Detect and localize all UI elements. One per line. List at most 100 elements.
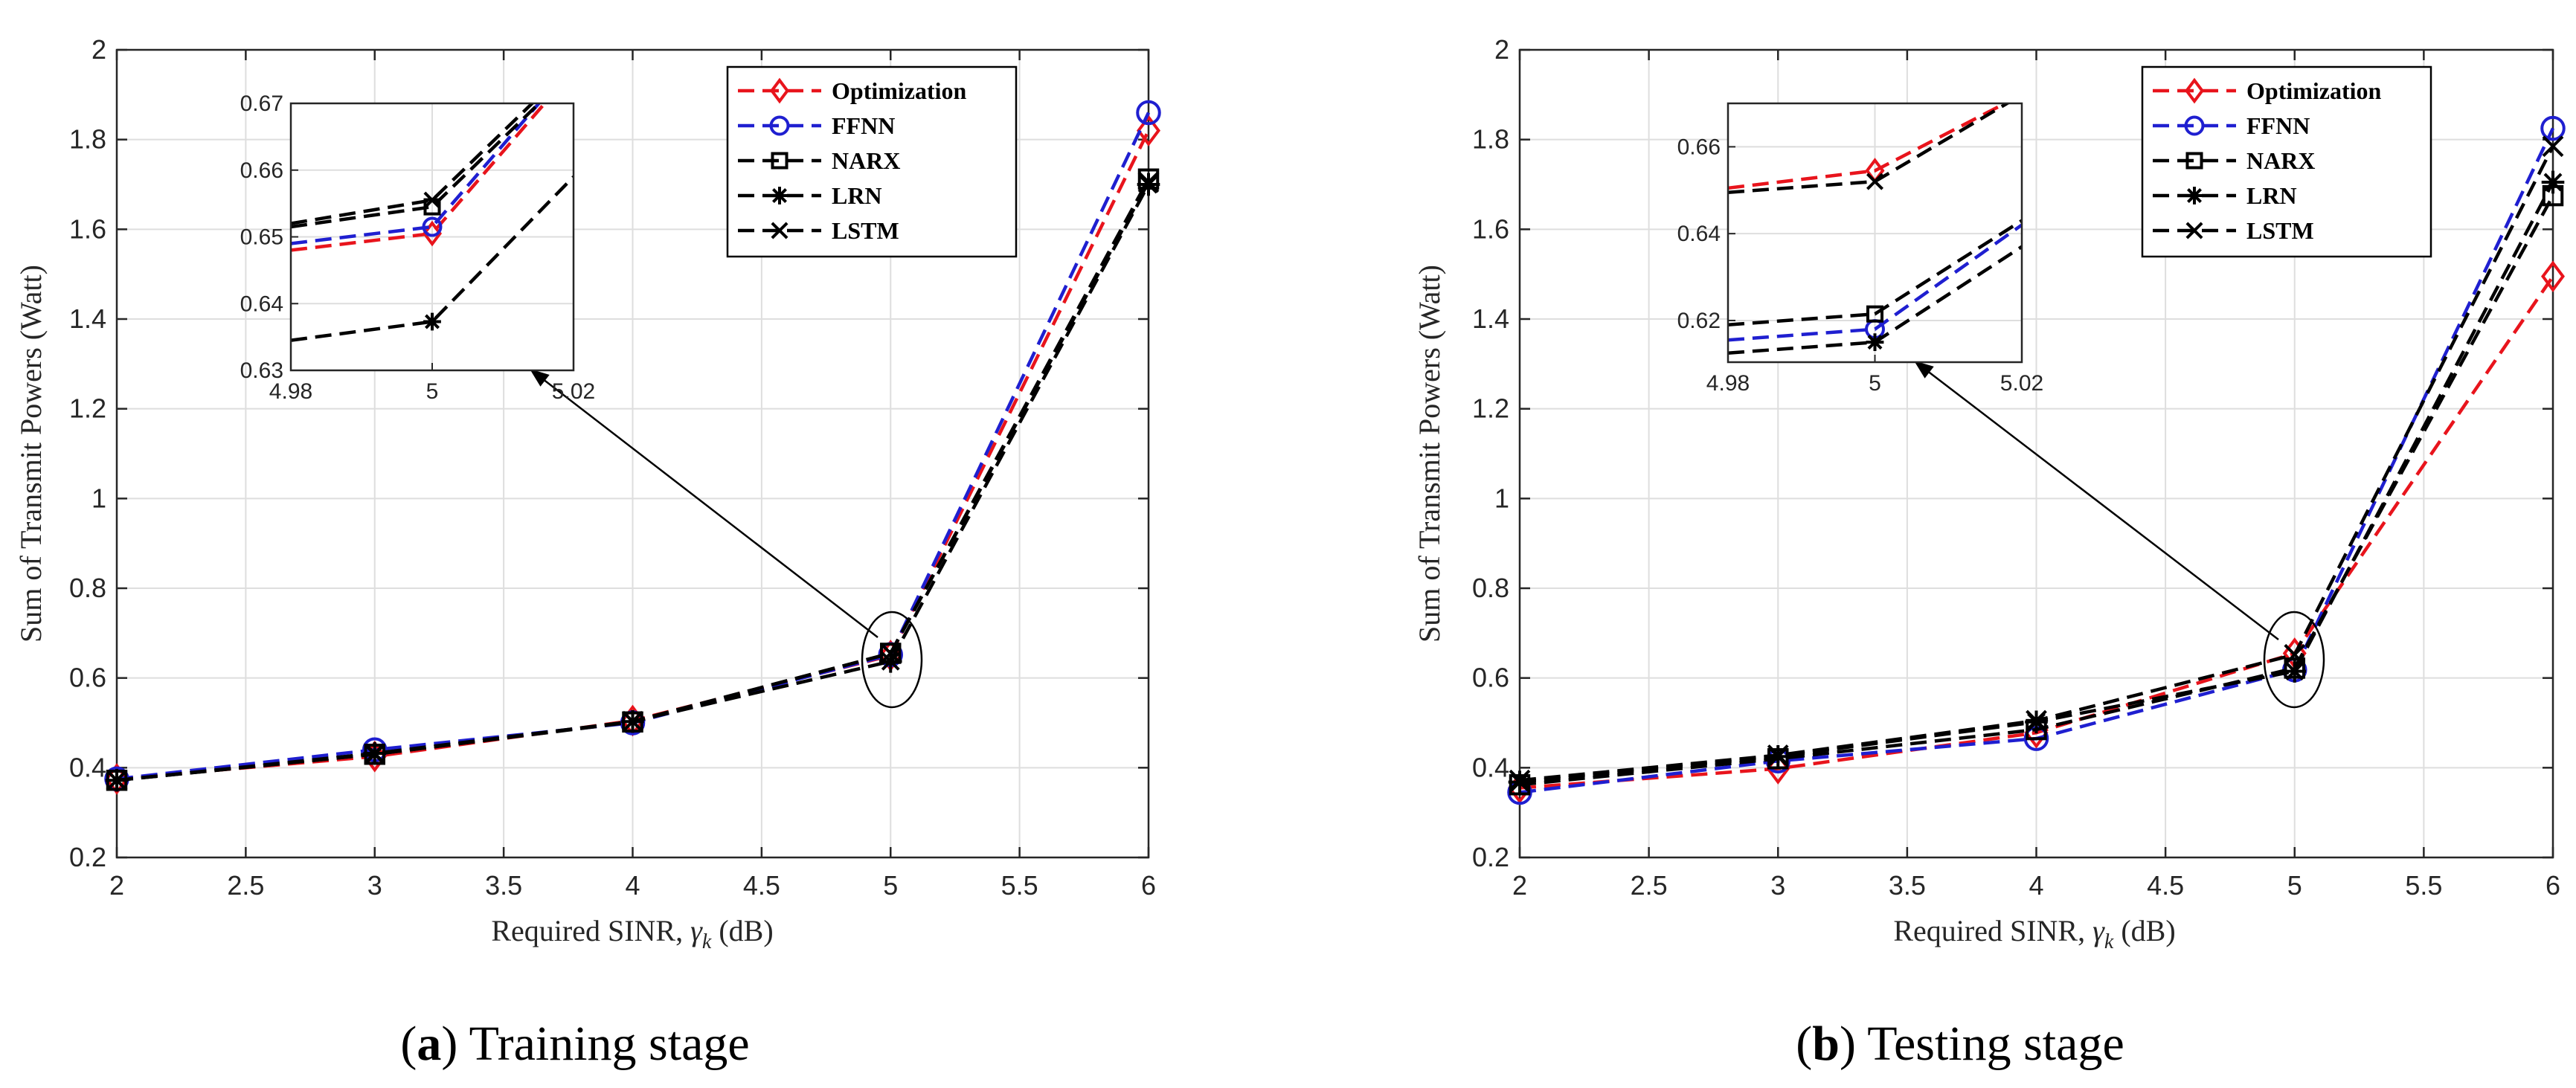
inset-x-tick-label: 4.98 (269, 379, 312, 404)
inset-x-tick-label: 5.02 (2000, 371, 2043, 396)
inset-y-tick-label: 0.67 (240, 91, 283, 116)
inset: 4.98 5 5.02 0.63 0.64 0.65 0.66 0.67 (240, 91, 596, 404)
x-tick-label: 5 (2287, 870, 2302, 901)
legend-marker-narx (771, 152, 788, 170)
caption-open-paren: ( (1796, 1017, 1812, 1071)
legend-marker-ffnn (2184, 115, 2205, 136)
point-lstm (879, 643, 902, 664)
inset-x-tick-label: 5.02 (552, 379, 595, 404)
point-lstm (2284, 643, 2306, 666)
y-tick-label: 1.8 (1472, 124, 1509, 155)
inset-point-optimization (423, 220, 442, 247)
x-tick-label: 6 (1141, 870, 1156, 901)
inset-point-lrn (423, 312, 441, 331)
legend-marker-optimization (2185, 77, 2204, 104)
inset-point-lstm (423, 191, 441, 209)
x-tick-label: 3.5 (1889, 870, 1926, 901)
inset-y-tick-label: 0.64 (1677, 222, 1721, 246)
legend-label: LRN (832, 182, 882, 209)
y-tick-label: 2 (91, 34, 106, 65)
legend-label: LRN (2246, 182, 2297, 209)
figure-caption: (b) Testing stage (1796, 1017, 2124, 1071)
point-lstm (1137, 171, 1160, 193)
point-optimization (2541, 260, 2565, 293)
y-tick-label: 0.8 (69, 573, 106, 603)
legend-marker-lrn (771, 187, 788, 205)
legend: Optimization FFNN NARX LRN LSTM (726, 65, 1018, 258)
x-tick-label: 4 (625, 870, 640, 901)
legend-label: LSTM (2246, 217, 2314, 244)
inset-x-tick-label: 5 (426, 379, 439, 404)
y-axis-label: Sum of Transmit Powers (Watt) (14, 265, 48, 643)
x-axis-label-suffix: (dB) (711, 914, 773, 947)
point-lstm (622, 710, 643, 733)
x-tick-label: 2.5 (227, 870, 264, 901)
inset-y-tick-label: 0.66 (240, 158, 283, 183)
legend-marker-lrn (2185, 187, 2203, 205)
x-tick-label: 5.5 (1001, 870, 1038, 901)
x-tick-label: 2 (109, 870, 124, 901)
legend-label: Optimization (832, 77, 967, 104)
caption-text: Testing stage (1867, 1017, 2124, 1071)
caption-close-paren: ) (1840, 1017, 1867, 1071)
y-tick-label: 1.4 (69, 303, 106, 334)
point-lrn (879, 650, 902, 673)
x-axis-label-prefix: Required SINR, (491, 914, 690, 947)
legend-label: Optimization (2246, 77, 2382, 104)
x-tick-label: 5.5 (2405, 870, 2442, 901)
y-tick-label: 0.6 (69, 663, 106, 693)
legend-label: FFNN (2246, 112, 2310, 139)
legend-label: FFNN (832, 112, 895, 139)
inset-series-group (291, 103, 574, 342)
x-axis-label-prefix: Required SINR, (1893, 914, 2092, 947)
legend: Optimization FFNN NARX LRN LSTM (2141, 65, 2432, 258)
point-lstm (106, 769, 128, 791)
x-tick-label: 2 (1512, 870, 1527, 901)
y-tick-label: 1.6 (69, 213, 106, 244)
point-ffnn (2540, 115, 2566, 141)
legend-marker-lstm (771, 222, 788, 239)
legend-marker-lstm (2185, 222, 2203, 239)
inset-y-tick-label: 0.65 (240, 225, 283, 250)
x-axis-label-symbol: γ (690, 914, 703, 947)
inset-y-tick-label: 0.64 (240, 292, 283, 316)
inset-y-tick-label: 0.62 (1677, 309, 1721, 333)
inset-y-tick-label: 0.66 (1677, 135, 1721, 159)
zoom-arrow-head (530, 369, 550, 387)
x-tick-label: 3 (367, 870, 382, 901)
inset-point-ffnn (422, 216, 443, 237)
point-lrn (2283, 660, 2307, 683)
x-axis-label-subscript: k (702, 930, 712, 953)
y-tick-label: 0.2 (1472, 842, 1509, 872)
point-optimization (1137, 115, 1160, 147)
legend-label: LSTM (832, 217, 899, 244)
y-tick-label: 1.6 (1472, 213, 1509, 244)
caption-close-paren: ) (441, 1017, 469, 1071)
y-tick-label: 0.4 (69, 752, 106, 782)
x-tick-label: 3 (1770, 870, 1785, 901)
x-axis-label-suffix: (dB) (2113, 914, 2175, 947)
zoom-arrow (1913, 360, 2279, 640)
inset-point-narx (1866, 305, 1884, 323)
x-tick-label: 3.5 (485, 870, 522, 901)
legend-label: NARX (832, 147, 900, 174)
y-tick-label: 0.2 (69, 842, 106, 872)
caption-open-paren: ( (400, 1017, 417, 1071)
inset-line-ffnn (1728, 223, 2022, 342)
inset: 4.98 5 5.02 0.62 0.64 0.66 (1677, 102, 2043, 396)
caption-letter: a (417, 1017, 441, 1071)
y-tick-label: 1.8 (69, 124, 106, 155)
legend-marker-optimization (770, 77, 789, 104)
y-tick-label: 2 (1494, 34, 1509, 65)
zoom-arrow-head (1914, 361, 1934, 379)
y-axis-label: Sum of Transmit Powers (Watt) (1413, 265, 1446, 643)
zoom-arrow (529, 368, 879, 638)
inset-line-narx (1728, 219, 2022, 327)
point-lrn (2541, 170, 2565, 194)
legend-marker-narx (2185, 152, 2203, 170)
point-lstm (364, 743, 386, 765)
x-tick-label: 4 (2029, 870, 2043, 901)
inset-line-lrn (291, 176, 574, 342)
caption-text: Training stage (469, 1017, 750, 1071)
x-axis-label: Required SINR, γk (dB) (491, 914, 773, 953)
